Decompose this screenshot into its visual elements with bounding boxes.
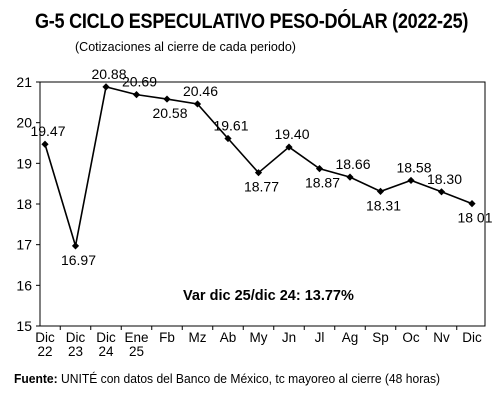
data-label: 18.31 <box>366 197 401 213</box>
data-label: 20.88 <box>91 66 126 82</box>
data-label: 19.47 <box>30 123 65 139</box>
x-tick-label: Ag <box>342 330 359 345</box>
y-tick-label: 15 <box>16 318 32 334</box>
data-label: 19.40 <box>274 126 309 142</box>
y-tick-label: 17 <box>16 237 32 253</box>
x-tick-label: Jn <box>282 330 296 345</box>
x-tick-label: Dic 22 <box>35 330 55 359</box>
data-label: 20.46 <box>183 83 218 99</box>
data-label: 16.97 <box>61 252 96 268</box>
data-point-marker <box>285 143 293 151</box>
data-point-marker <box>346 173 354 181</box>
source-note: Fuente: UNITÉ con datos del Banco de Méx… <box>14 371 440 386</box>
variation-annotation: Var dic 25/dic 24: 13.77% <box>183 288 354 304</box>
x-tick-label: Ab <box>220 330 237 345</box>
data-point-marker <box>41 140 49 148</box>
data-label: 18.66 <box>335 156 370 172</box>
x-tick-label: Jl <box>315 330 325 345</box>
x-tick-label: Fb <box>159 330 175 345</box>
x-tick-label: Dic 24 <box>96 330 116 359</box>
data-point-marker <box>163 95 171 103</box>
x-tick-label: Dic 23 <box>66 330 86 359</box>
source-text: UNITÉ con datos del Banco de México, tc … <box>57 371 441 386</box>
data-label: 19.61 <box>213 118 248 134</box>
data-point-marker <box>376 187 385 195</box>
data-point-marker <box>437 188 446 196</box>
y-tick-label: 20 <box>16 115 32 131</box>
x-tick-label: Oc <box>402 330 420 345</box>
x-tick-label: My <box>250 330 268 345</box>
x-tick-label: Dic <box>462 330 482 345</box>
y-tick-label: 19 <box>16 155 32 171</box>
data-point-marker <box>132 91 141 99</box>
data-point-marker <box>102 83 110 91</box>
data-label: 18.77 <box>244 179 279 195</box>
data-label: 20.58 <box>152 105 187 121</box>
x-tick-label: Ene 25 <box>124 330 148 359</box>
x-tick-label: Nv <box>433 330 450 345</box>
data-label: 18.58 <box>396 159 431 175</box>
y-tick-label: 21 <box>16 74 32 90</box>
data-point-marker <box>224 134 232 143</box>
data-point-marker <box>468 199 476 208</box>
chart-subtitle: (Cotizaciones al cierre de cada periodo) <box>75 40 296 54</box>
source-label: Fuente: <box>14 371 58 386</box>
chart-title: G-5 CICLO ESPECULATIVO PESO-DÓLAR (2022-… <box>35 10 469 33</box>
data-point-marker <box>407 176 415 185</box>
y-tick-label: 18 <box>16 196 32 212</box>
data-label: 20.69 <box>122 74 157 90</box>
x-tick-label: Mz <box>189 330 207 345</box>
data-point-marker <box>193 100 202 108</box>
data-label: 18 01 <box>457 210 492 226</box>
data-point-marker <box>315 165 324 173</box>
data-point-marker <box>254 169 263 177</box>
x-tick-label: Sp <box>372 330 389 345</box>
y-tick-label: 16 <box>16 277 32 293</box>
data-label: 18.30 <box>427 171 462 187</box>
data-label: 18.87 <box>305 175 340 191</box>
data-point-marker <box>71 242 80 250</box>
